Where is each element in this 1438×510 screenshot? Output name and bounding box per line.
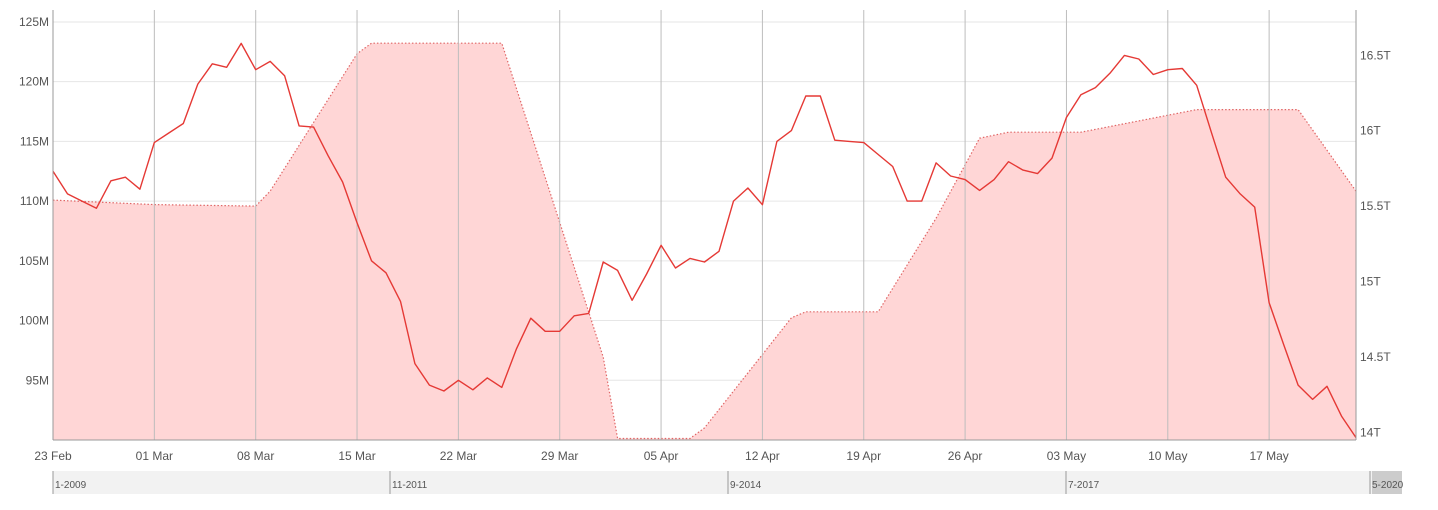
left-y-tick-label: 125M bbox=[19, 15, 49, 29]
area-outline bbox=[52, 42, 1357, 440]
x-tick-label: 22 Mar bbox=[440, 449, 477, 463]
x-tick-label: 15 Mar bbox=[338, 449, 375, 463]
right-y-tick-label: 16T bbox=[1360, 124, 1381, 138]
right-axis-area-series bbox=[52, 42, 1357, 440]
right-y-tick-label: 15.5T bbox=[1360, 199, 1391, 213]
x-tick-label: 26 Apr bbox=[948, 449, 983, 463]
navigator-label: 11-2011 bbox=[392, 480, 428, 491]
left-y-tick-label: 115M bbox=[20, 134, 49, 148]
left-y-tick-label: 105M bbox=[19, 254, 49, 268]
left-y-tick-label: 110M bbox=[20, 194, 49, 208]
x-tick-label: 19 Apr bbox=[846, 449, 881, 463]
x-tick-label: 05 Apr bbox=[644, 449, 679, 463]
x-tick-label: 23 Feb bbox=[34, 449, 72, 463]
navigator-label: 7-2017 bbox=[1068, 480, 1100, 491]
right-y-tick-label: 15T bbox=[1360, 275, 1381, 289]
x-tick-label: 17 May bbox=[1249, 449, 1288, 463]
left-y-tick-label: 100M bbox=[19, 314, 49, 328]
left-y-tick-label: 95M bbox=[26, 373, 49, 387]
price-line bbox=[52, 42, 1357, 438]
x-tick-label: 29 Mar bbox=[541, 449, 578, 463]
right-y-axis-tick-labels: 14T 14.5T 15T 15.5T 16T 16.5T bbox=[1360, 48, 1391, 439]
navigator-label: 9-2014 bbox=[730, 480, 762, 491]
x-tick-label: 08 Mar bbox=[237, 449, 274, 463]
x-tick-label: 01 Mar bbox=[136, 449, 173, 463]
right-y-tick-label: 14.5T bbox=[1360, 350, 1391, 364]
range-navigator[interactable]: 1-2009 11-2011 9-2014 7-2017 5-2020 bbox=[52, 471, 1404, 494]
x-tick-label: 10 May bbox=[1148, 449, 1187, 463]
vertical-gridlines bbox=[153, 10, 1270, 440]
right-y-tick-label: 16.5T bbox=[1360, 48, 1391, 62]
left-axis-line-series bbox=[52, 42, 1357, 438]
x-axis-tick-labels: 23 Feb 01 Mar 08 Mar 15 Mar 22 Mar 29 Mar 05 A… bbox=[34, 449, 1288, 463]
navigator-handle bbox=[1372, 471, 1402, 494]
x-tick-label: 12 Apr bbox=[745, 449, 780, 463]
navigator-label: 5-2020 bbox=[1372, 480, 1404, 491]
area-fill bbox=[53, 43, 1356, 440]
axes bbox=[52, 10, 1357, 441]
x-tick-label: 03 May bbox=[1047, 449, 1086, 463]
navigator-label: 1-2009 bbox=[55, 480, 87, 491]
right-y-tick-label: 14T bbox=[1360, 425, 1381, 439]
left-y-tick-label: 120M bbox=[19, 75, 49, 89]
left-y-axis-tick-labels: 95M 100M 105M 110M 115M 120M 125M bbox=[19, 15, 49, 387]
